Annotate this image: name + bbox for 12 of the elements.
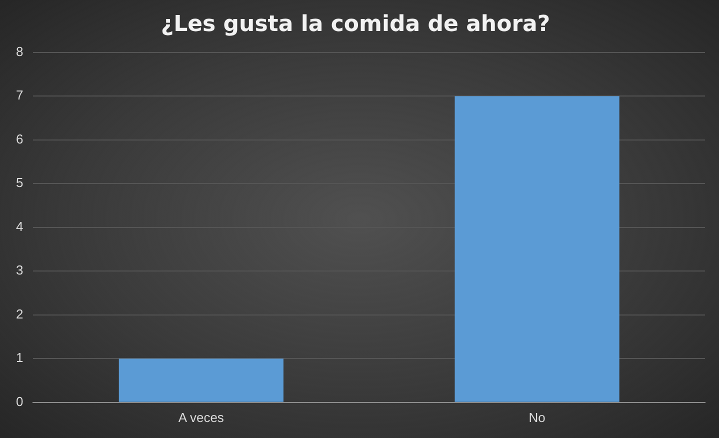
y-tick-label: 1 <box>16 350 24 366</box>
x-tick-label: No <box>528 410 546 425</box>
y-tick-label: 4 <box>16 218 24 234</box>
y-tick-label: 6 <box>16 131 24 146</box>
y-tick-label: 8 <box>16 44 24 59</box>
x-tick-label: A veces <box>178 410 224 425</box>
chart-title: ¿Les gusta la comida de ahora? <box>160 12 550 37</box>
y-tick-label: 0 <box>16 394 24 409</box>
y-tick-label: 5 <box>16 175 24 190</box>
y-tick-label: 2 <box>16 306 24 322</box>
y-tick-label: 7 <box>16 88 24 103</box>
y-tick-label: 3 <box>16 262 24 278</box>
